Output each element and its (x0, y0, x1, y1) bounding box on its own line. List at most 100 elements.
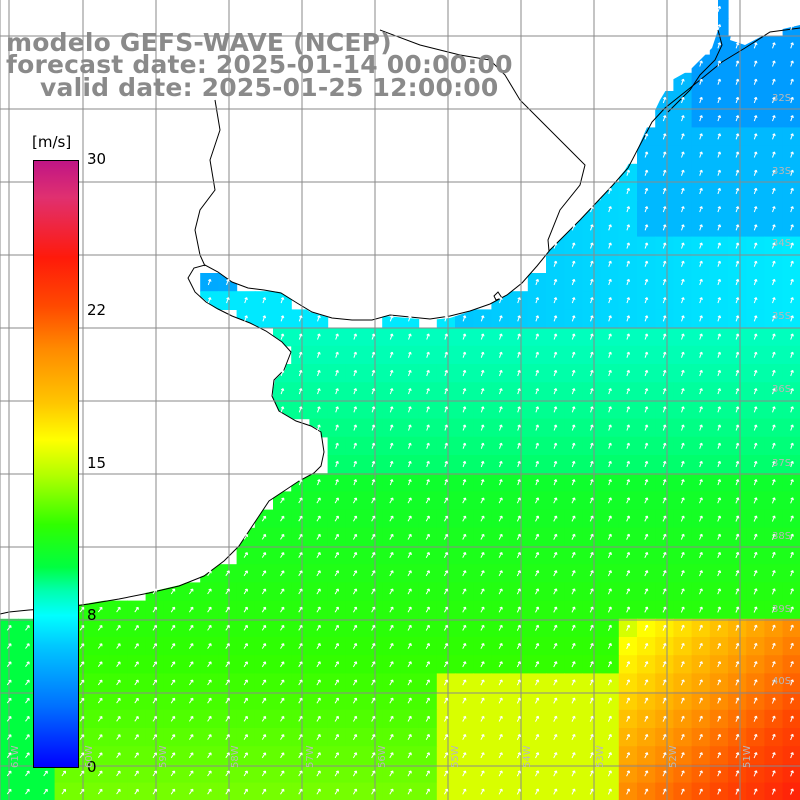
wind-arrow (717, 369, 722, 377)
wind-arrow (662, 297, 667, 304)
wind-arrow (571, 733, 576, 741)
wind-arrow (644, 206, 649, 213)
wind-arrow (243, 679, 248, 686)
wind-arrow (644, 679, 649, 686)
wind-arrow (298, 643, 303, 649)
wind-arrow (662, 351, 667, 358)
wind-arrow (261, 643, 267, 649)
wind-arrow (480, 497, 485, 504)
wind-arrow (243, 643, 248, 649)
wind-arrow (589, 661, 594, 668)
wind-arrow (553, 242, 558, 249)
wind-arrow (371, 369, 376, 377)
wind-arrow (571, 642, 576, 650)
wind-arrow (79, 606, 85, 613)
wind-arrow (480, 369, 485, 377)
wind-arrow (243, 570, 248, 577)
wind-arrow (116, 716, 121, 722)
wind-arrow (699, 679, 703, 686)
wind-arrow (462, 369, 467, 377)
wind-arrow (280, 497, 285, 504)
wind-arrow (188, 752, 194, 759)
wind-arrow (225, 679, 230, 686)
wind-arrow (590, 351, 594, 358)
wind-arrow (590, 260, 594, 267)
colorbar-tick-label: 8 (87, 606, 97, 624)
wind-arrow (662, 187, 667, 195)
wind-arrow (425, 497, 430, 504)
lon-label: 61W (10, 745, 21, 768)
wind-arrow (243, 715, 248, 722)
wind-arrow (280, 770, 285, 777)
wind-arrow (462, 442, 467, 449)
wind-arrow (225, 715, 230, 722)
wind-arrow (389, 369, 394, 377)
wind-arrow (316, 624, 321, 631)
wind-arrow (662, 315, 667, 322)
wind-arrow (316, 715, 321, 722)
wind-arrow (753, 788, 758, 795)
wind-arrow (462, 570, 467, 577)
wind-arrow (607, 497, 612, 504)
wind-arrow (662, 788, 667, 795)
wind-arrow (389, 770, 394, 777)
wind-arrow (699, 169, 703, 176)
wind-arrow (516, 752, 521, 759)
wind-arrow (425, 570, 430, 577)
wind-arrow (408, 388, 412, 395)
wind-arrow (480, 479, 485, 486)
wind-arrow (334, 552, 339, 558)
wind-arrow (462, 788, 467, 795)
wind-arrow (334, 788, 339, 795)
wind-arrow (626, 169, 631, 176)
wind-arrow (316, 679, 321, 686)
wind-arrow (371, 388, 376, 395)
wind-arrow (243, 533, 248, 540)
wind-arrow (298, 624, 303, 631)
wind-arrow (480, 570, 485, 577)
wind-arrow (753, 551, 758, 559)
wind-arrow (207, 297, 212, 304)
wind-arrow (680, 515, 685, 522)
wind-arrow (207, 697, 212, 704)
wind-arrow (352, 643, 358, 649)
wind-arrow (626, 733, 631, 741)
wind-arrow (152, 661, 157, 668)
wind-arrow (425, 606, 430, 613)
wind-arrow (717, 42, 722, 49)
wind-arrow (371, 715, 376, 722)
wind-arrow (644, 588, 649, 595)
wind-arrow (771, 497, 776, 504)
wind-arrow (662, 424, 667, 431)
wind-arrow (243, 661, 248, 668)
wind-arrow (280, 788, 285, 795)
wind-arrow (335, 442, 339, 449)
wind-arrow (735, 260, 740, 267)
wind-arrow (243, 588, 248, 595)
wind-arrow (644, 151, 649, 158)
wind-arrow (717, 187, 722, 195)
wind-arrow (644, 351, 649, 358)
wind-arrow (680, 788, 685, 795)
wind-arrow (717, 715, 722, 722)
wind-arrow (298, 369, 303, 377)
wind-arrow (790, 333, 794, 340)
wind-arrow (335, 369, 339, 377)
wind-arrow (590, 242, 594, 249)
wind-arrow (662, 96, 667, 104)
lon-label: 52W (668, 745, 679, 768)
wind-arrow (681, 278, 685, 286)
wind-arrow (589, 642, 594, 650)
wind-arrow (680, 606, 685, 613)
wind-arrow (571, 697, 576, 704)
wind-arrow (261, 697, 267, 704)
lat-label: 40S (772, 676, 792, 687)
wind-arrow (735, 642, 740, 650)
wind-arrow (280, 315, 285, 322)
wind-arrow (535, 588, 540, 595)
wind-arrow (626, 661, 631, 668)
wind-arrow (298, 788, 303, 795)
wind-arrow (407, 588, 412, 595)
wind-arrow (317, 388, 321, 395)
wind-arrow (170, 679, 176, 686)
